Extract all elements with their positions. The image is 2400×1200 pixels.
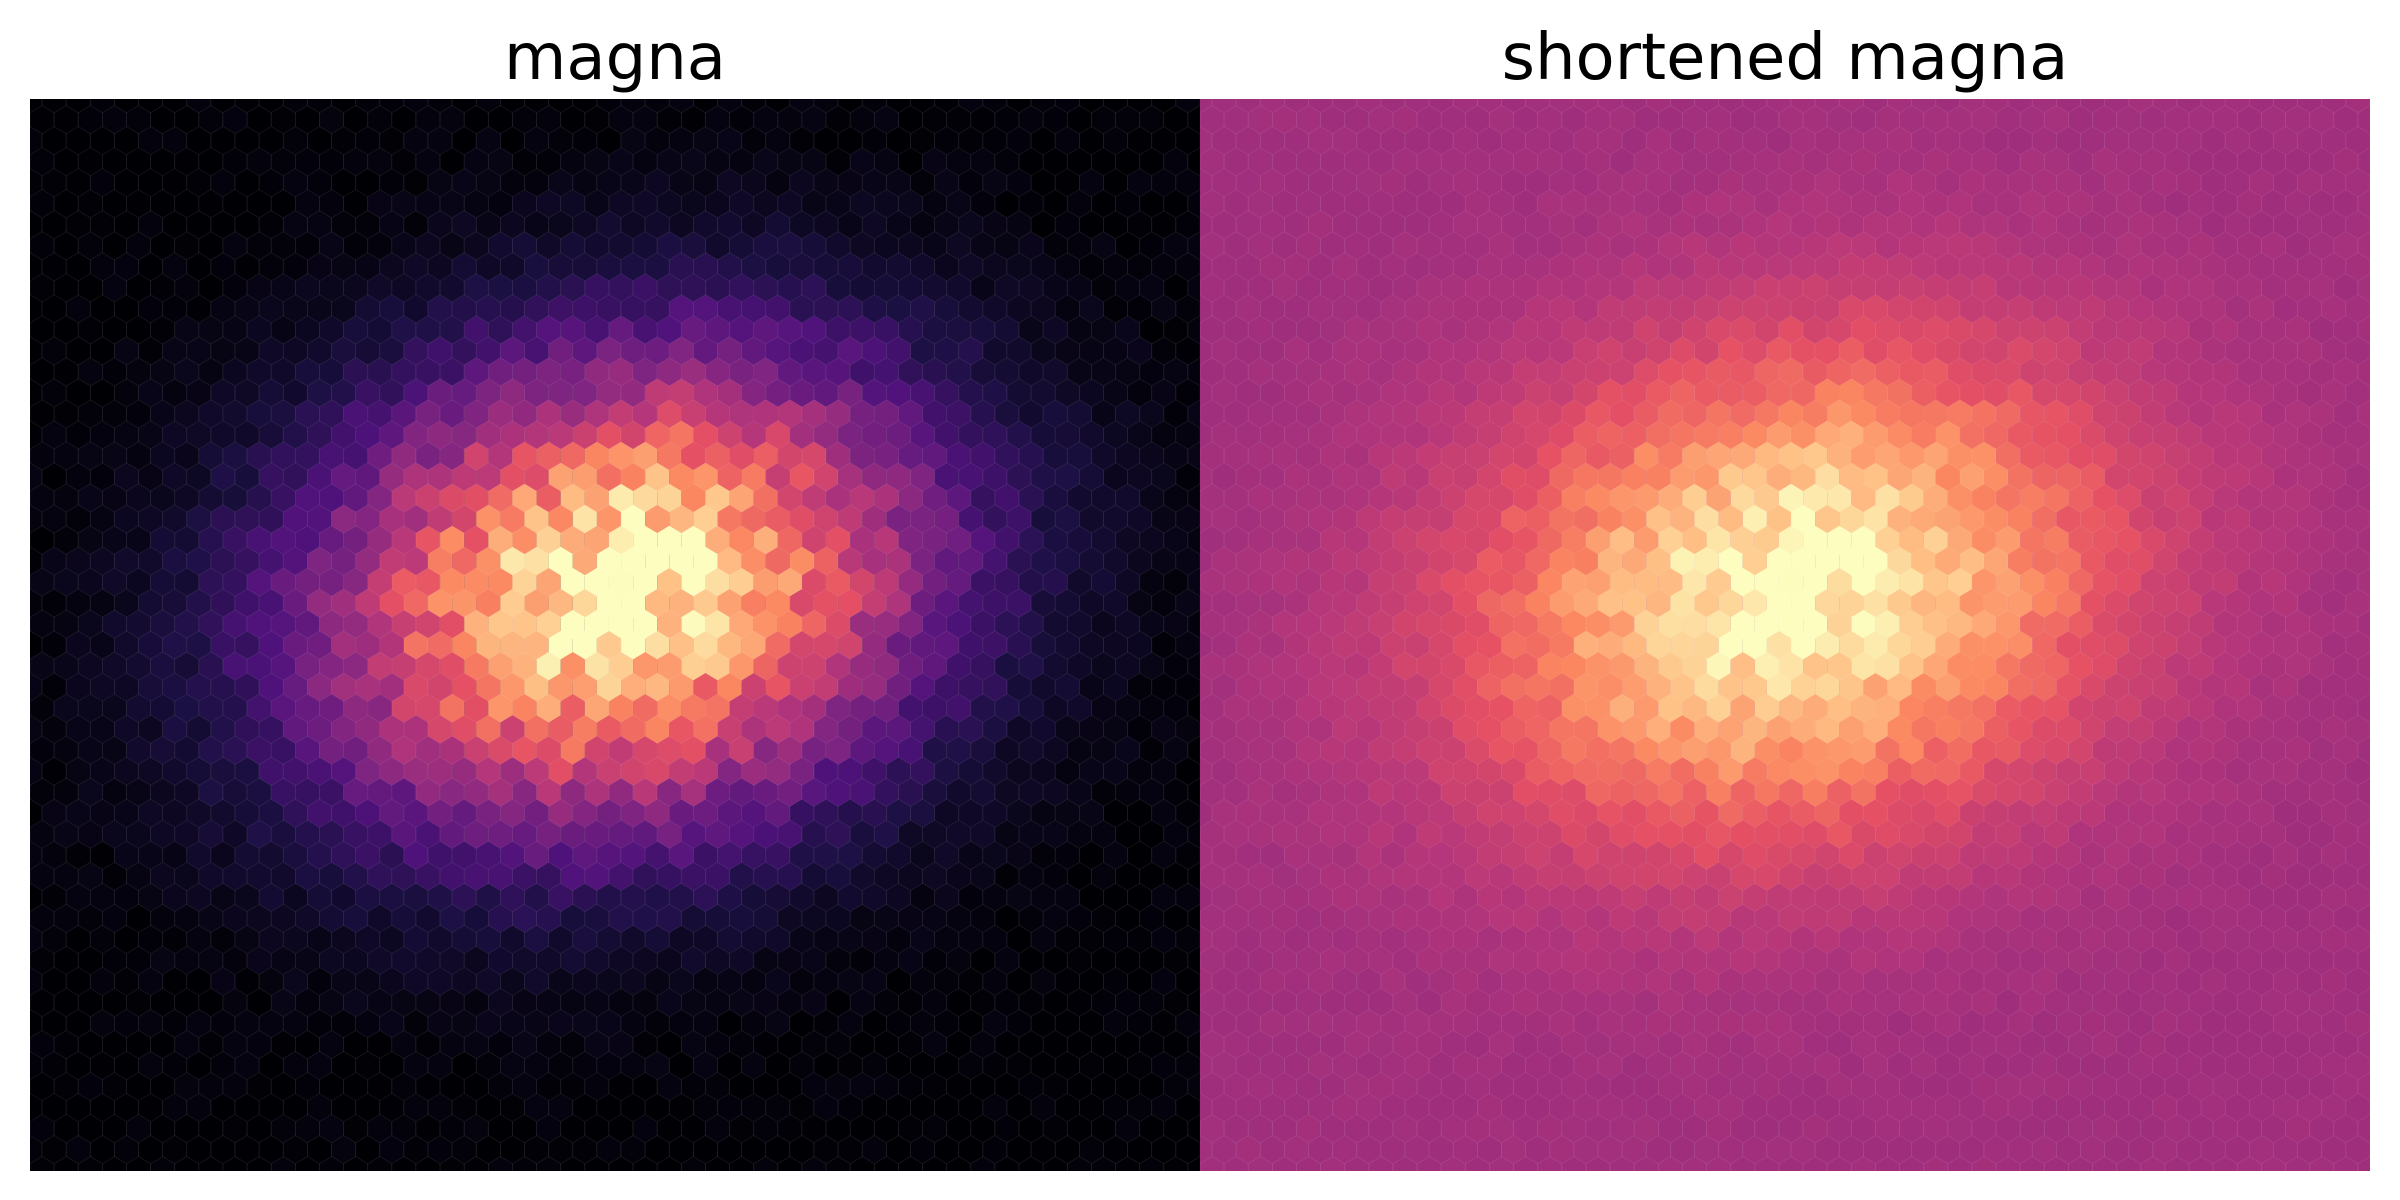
hex-cell [2357, 399, 2370, 430]
hex-cell [1187, 567, 1200, 598]
hex-cell [2357, 105, 2370, 135]
hex-cell [2357, 273, 2370, 304]
hex-cell [1187, 1029, 1200, 1060]
hex-cell [1187, 105, 1200, 135]
panel-magna: magna [30, 0, 1200, 1200]
hex-cell [1187, 1071, 1200, 1102]
hex-cell [1187, 735, 1200, 766]
plot-area-shortened-magna [1200, 99, 2370, 1171]
hex-cell [1187, 1156, 1200, 1171]
hex-cell [2357, 315, 2370, 346]
hex-cell [2357, 147, 2370, 178]
hex-cell [1187, 861, 1200, 892]
hex-cell [2357, 189, 2370, 220]
hex-cell [2357, 441, 2370, 472]
hex-cell [1187, 483, 1200, 514]
hex-cell [1187, 987, 1200, 1018]
hex-cell [1187, 777, 1200, 808]
panel-shortened-magna: shortened magna [1200, 0, 2370, 1200]
hex-cell [1187, 819, 1200, 850]
hex-cell [1187, 903, 1200, 934]
hex-cell [1187, 525, 1200, 556]
hex-cell [1187, 189, 1200, 220]
hex-cell [1187, 945, 1200, 976]
hex-cell [1187, 231, 1200, 262]
hex-cell [1187, 357, 1200, 388]
hex-cell [1187, 1113, 1200, 1144]
hex-cells [1200, 99, 2370, 1171]
hex-cell [30, 99, 43, 114]
hex-cell [1187, 609, 1200, 640]
hex-cell [1187, 441, 1200, 472]
plot-area-magna [30, 99, 1200, 1171]
hex-cell [2357, 357, 2370, 388]
hex-cell [1187, 399, 1200, 430]
hex-cell [2357, 231, 2370, 262]
hexbin-plot-shortened-magna [1200, 99, 2370, 1171]
hex-cell [1200, 99, 1213, 114]
hex-cell [1187, 147, 1200, 178]
hexbin-plot-magna [30, 99, 1200, 1171]
hex-cells [30, 99, 1200, 1171]
chart-title-magna: magna [504, 21, 726, 95]
hex-cell [1187, 315, 1200, 346]
hex-cell [1187, 693, 1200, 724]
hex-cell [1187, 273, 1200, 304]
hex-cell [1187, 651, 1200, 682]
chart-title-shortened-magna: shortened magna [1501, 21, 2069, 95]
